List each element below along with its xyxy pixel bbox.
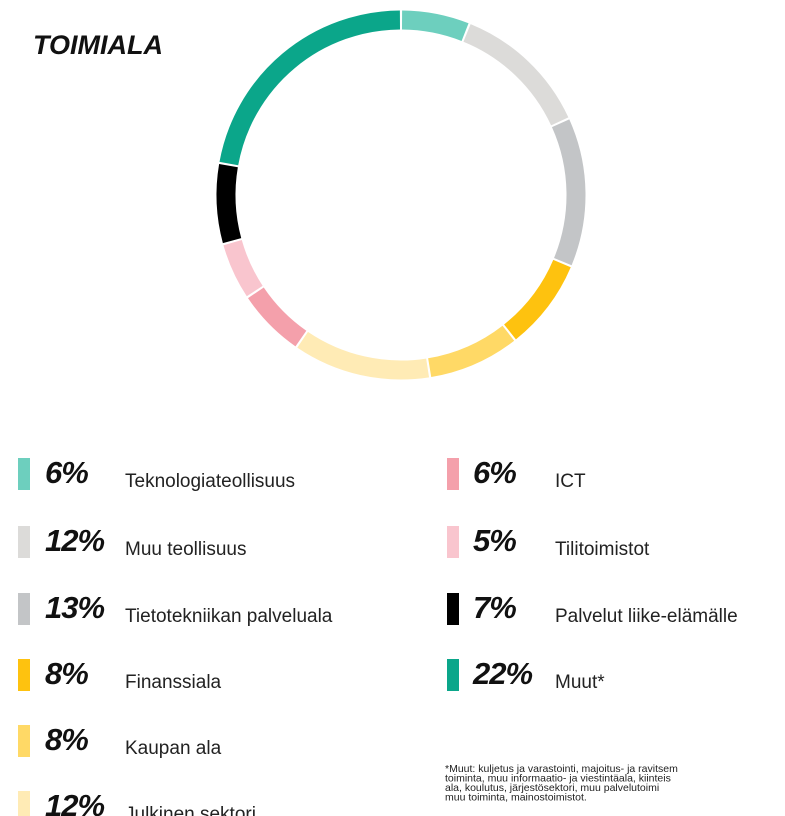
legend-swatch: [18, 458, 30, 490]
legend-swatch: [18, 659, 30, 691]
donut-segment: [223, 239, 263, 297]
legend-label: Palvelut liike-elämälle: [555, 606, 738, 627]
legend-value: 12%: [45, 523, 104, 558]
legend-swatch: [18, 725, 30, 757]
legend-swatch: [18, 791, 30, 816]
donut-segment: [219, 10, 401, 166]
legend-value: 5%: [473, 523, 516, 558]
legend-swatch: [18, 593, 30, 625]
legend-value: 12%: [45, 788, 104, 816]
legend-label: Tietotekniikan palveluala: [125, 606, 333, 627]
footnote: muu toiminta, mainostoimistot.: [445, 792, 587, 804]
legend-swatch: [447, 593, 459, 625]
legend-value: 8%: [45, 722, 88, 757]
legend-label: Kaupan ala: [125, 738, 222, 759]
legend-label: Muu teollisuus: [125, 539, 246, 560]
legend-swatch: [447, 458, 459, 490]
legend-value: 8%: [45, 656, 88, 691]
legend-label: Finanssiala: [125, 672, 222, 693]
donut-segment: [463, 24, 569, 126]
donut-segment: [297, 331, 430, 380]
legend-value: 6%: [45, 455, 88, 490]
legend-value: 22%: [472, 656, 532, 691]
legend-value: 6%: [473, 455, 516, 490]
legend-swatch: [447, 659, 459, 691]
donut-segment: [248, 287, 307, 347]
legend-swatch: [18, 526, 30, 558]
legend-label: Tilitoimistot: [555, 539, 650, 560]
footnote: *Muut: kuljetus ja varastointi, majoitus…: [445, 763, 678, 775]
donut-segment: [216, 164, 242, 244]
legend-swatch: [447, 526, 459, 558]
legend-label: ICT: [555, 471, 586, 492]
footnote: ala, koulutus, järjestösektori, muu palv…: [445, 782, 659, 794]
donut-segment: [401, 10, 469, 42]
legend-value: 13%: [45, 590, 104, 625]
donut-segment: [551, 119, 586, 266]
footnote: toiminta, muu informaatio- ja viestintäa…: [445, 773, 671, 785]
legend-label: Teknologiateollisuus: [125, 471, 295, 492]
donut-segment: [427, 325, 515, 378]
legend-label: Julkinen sektori: [125, 804, 256, 816]
legend-value: 7%: [473, 590, 516, 625]
donut-segment: [503, 259, 571, 340]
chart-title: TOIMIALA: [33, 30, 163, 60]
legend-label: Muut*: [555, 672, 605, 693]
